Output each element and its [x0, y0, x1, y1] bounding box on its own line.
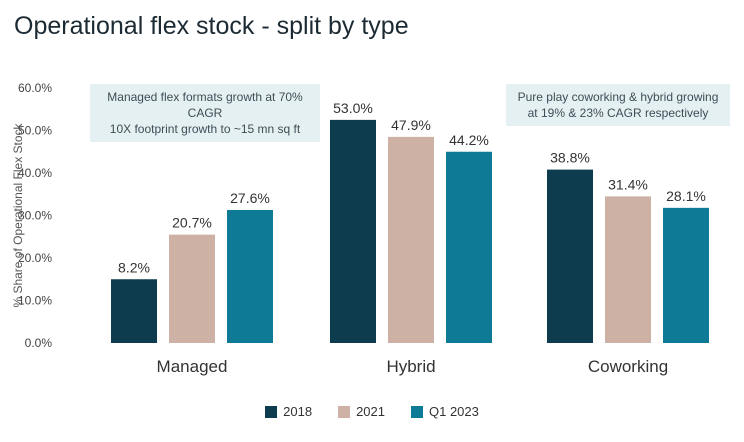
- data-label: 27.6%: [230, 190, 270, 206]
- category-label: Hybrid: [386, 357, 435, 376]
- note-line: at 19% & 23% CAGR respectively: [527, 106, 709, 120]
- data-label: 47.9%: [391, 117, 431, 133]
- legend-label: 2018: [283, 404, 313, 419]
- y-tick-label: 50.0%: [18, 124, 52, 138]
- legend-swatch: [338, 405, 351, 418]
- data-label: 28.1%: [666, 188, 706, 204]
- legend-swatch: [410, 405, 423, 418]
- legend-item-q1-2023: Q1 2023: [410, 404, 479, 419]
- data-label: 31.4%: [608, 176, 648, 192]
- legend-item-2018: 2018: [265, 404, 312, 419]
- bar-coworking-2018: [547, 169, 593, 343]
- chart-title: Operational flex stock - split by type: [14, 12, 409, 40]
- legend-item-2021: 2021: [338, 404, 385, 419]
- data-label: 53.0%: [333, 100, 373, 116]
- y-tick-label: 10.0%: [18, 294, 52, 308]
- bar-managed-q1-2023: [227, 209, 273, 343]
- bar-hybrid-2018: [330, 119, 376, 343]
- bar-coworking-2021: [605, 196, 651, 343]
- note-line: 10X footprint growth to ~15 mn sq ft: [109, 122, 301, 136]
- note-line: Managed flex formats growth at 70% CAGR: [107, 90, 303, 120]
- y-axis-label: % Share of Operational Flex Stock: [11, 122, 25, 307]
- bar-managed-2018: [111, 279, 157, 343]
- y-tick-label: 40.0%: [18, 166, 52, 180]
- legend-swatch: [265, 405, 278, 418]
- chart-legend: 2018 2021 Q1 2023: [0, 404, 744, 419]
- data-label: 44.2%: [449, 132, 489, 148]
- bar-hybrid-2021: [388, 136, 434, 343]
- category-label: Managed: [157, 357, 228, 376]
- bar-hybrid-q1-2023: [446, 151, 492, 343]
- coworking-growth-note: Pure play coworking & hybrid growing at …: [506, 84, 730, 126]
- y-tick-label: 60.0%: [18, 81, 52, 95]
- note-line: Pure play coworking & hybrid growing: [517, 90, 719, 104]
- data-label: 20.7%: [172, 215, 212, 231]
- legend-label: 2021: [356, 404, 385, 419]
- bar-coworking-q1-2023: [663, 207, 709, 343]
- y-tick-label: 20.0%: [18, 251, 52, 265]
- y-tick-label: 30.0%: [18, 209, 52, 223]
- data-label: 8.2%: [118, 259, 150, 275]
- category-label: Coworking: [588, 357, 668, 376]
- managed-growth-note: Managed flex formats growth at 70% CAGR …: [90, 84, 320, 142]
- bar-managed-2021: [169, 234, 215, 343]
- legend-label: Q1 2023: [428, 404, 479, 419]
- y-tick-label: 0.0%: [25, 336, 53, 350]
- data-label: 38.8%: [550, 150, 590, 166]
